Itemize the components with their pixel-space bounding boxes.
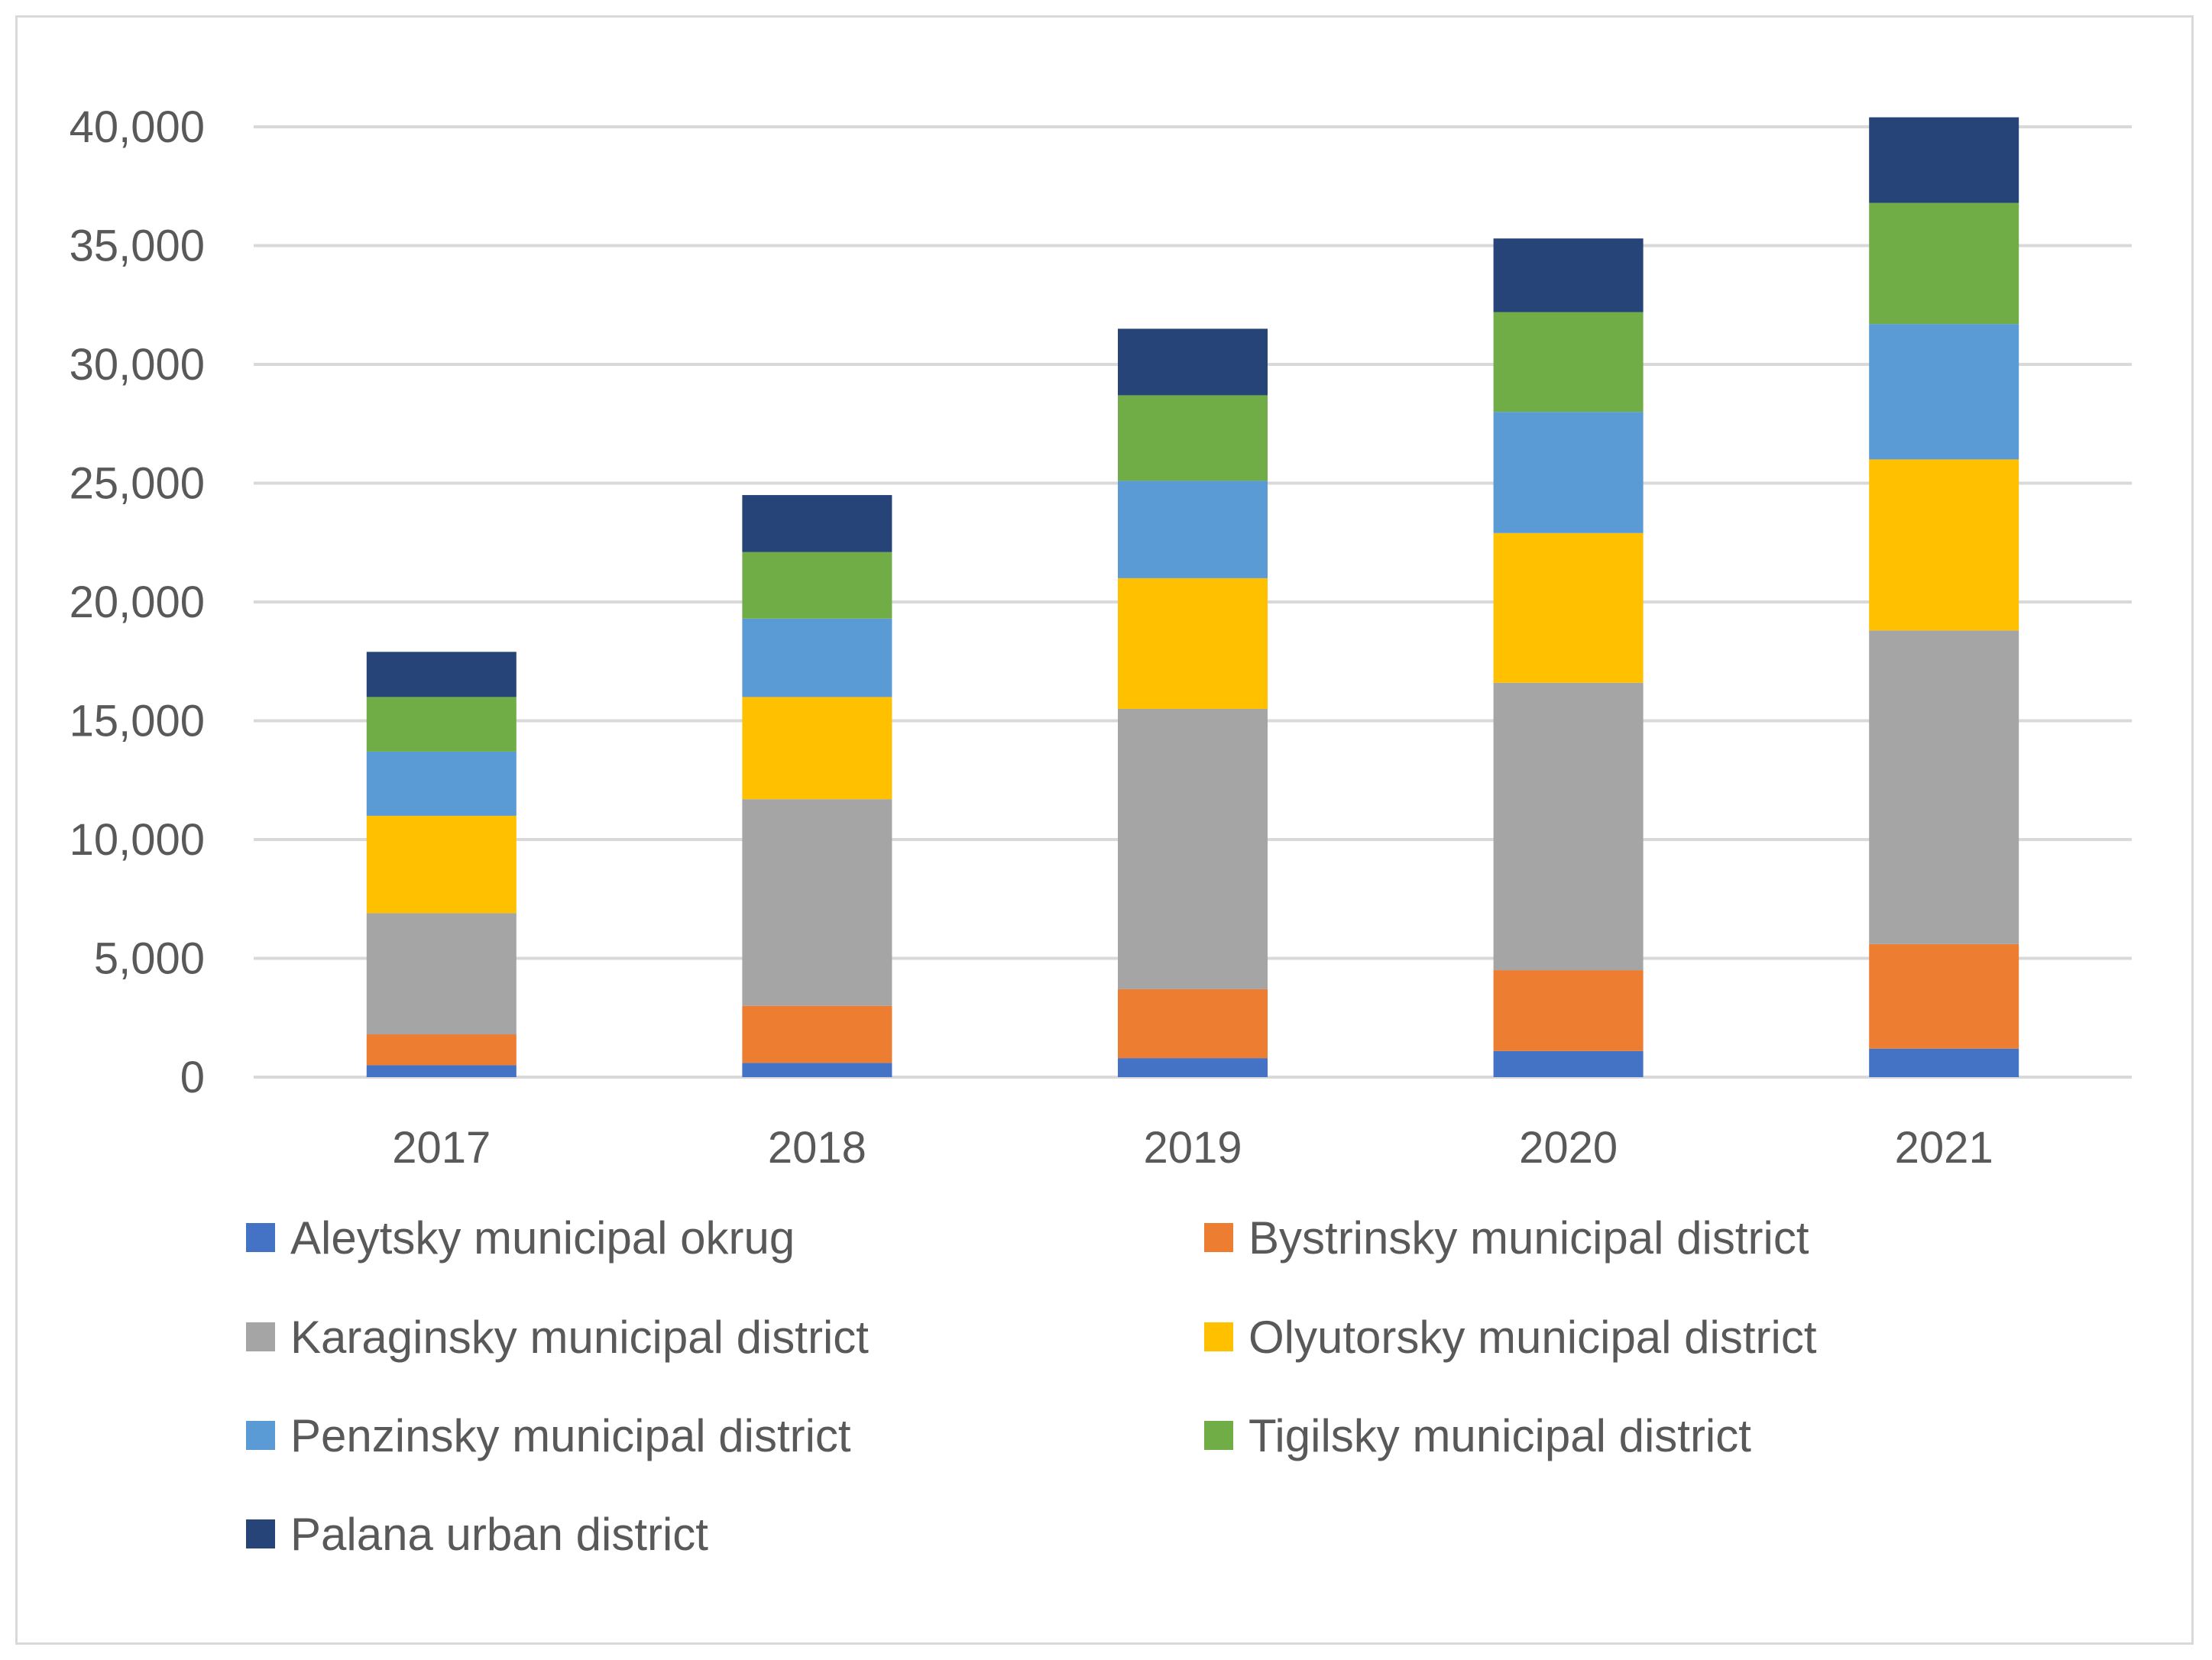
bar-segment [366, 652, 517, 697]
bar-segment [742, 495, 892, 552]
bar-segment [1493, 412, 1644, 533]
bar-segment [366, 1034, 517, 1066]
bars [366, 117, 2019, 1077]
bar-segment [366, 1065, 517, 1077]
bar-segment [1869, 630, 2019, 944]
bar-segment [742, 697, 892, 800]
x-tick-label: 2021 [1895, 1123, 1993, 1173]
bar-segment [1869, 943, 2019, 1049]
y-axis-tick-labels: 0 5,000 10,000 15,000 20,000 25,000 30,000 35,0… [70, 102, 205, 1102]
y-tick-label: 35,000 [70, 222, 205, 271]
bar-segment [1493, 312, 1644, 413]
bar-segment [1118, 481, 1268, 578]
bar-segment [1118, 708, 1268, 989]
bar-segment [742, 552, 892, 619]
bar-segment [1118, 328, 1268, 396]
y-tick-label: 25,000 [70, 459, 205, 509]
x-tick-label: 2019 [1143, 1123, 1242, 1173]
bar-segment [366, 697, 517, 752]
y-tick-label: 20,000 [70, 578, 205, 627]
bar-segment [1118, 395, 1268, 481]
x-tick-label: 2017 [392, 1123, 491, 1173]
bar-segment [1493, 970, 1644, 1051]
bar-segment [1869, 1048, 2019, 1077]
bar-segment [366, 751, 517, 816]
y-tick-label: 10,000 [70, 815, 205, 865]
y-tick-label: 30,000 [70, 340, 205, 390]
y-tick-label: 5,000 [94, 934, 205, 984]
bar-segment [1493, 1050, 1644, 1077]
bar-segment [1869, 459, 2019, 631]
bar-segment [1493, 532, 1644, 683]
bar-segment [1869, 202, 2019, 325]
bar-segment [742, 1063, 892, 1077]
bar-segment [366, 815, 517, 914]
bar-segment [1118, 1058, 1268, 1077]
bar-segment [742, 799, 892, 1006]
y-tick-label: 0 [180, 1053, 205, 1102]
bar-segment [1493, 238, 1644, 312]
x-tick-label: 2018 [768, 1123, 866, 1173]
bar-segment [742, 1005, 892, 1063]
bar-segment [1493, 682, 1644, 971]
x-axis-tick-labels: 2017 2018 2019 2020 2021 [392, 1123, 1993, 1173]
y-tick-label: 15,000 [70, 697, 205, 746]
bar-segment [366, 913, 517, 1035]
bar-segment [1869, 324, 2019, 460]
bar-segment [1118, 578, 1268, 709]
bar-segment [742, 618, 892, 697]
x-tick-label: 2020 [1519, 1123, 1618, 1173]
bar-segment [1869, 117, 2019, 203]
y-tick-label: 40,000 [70, 102, 205, 152]
bar-segment [1118, 989, 1268, 1059]
